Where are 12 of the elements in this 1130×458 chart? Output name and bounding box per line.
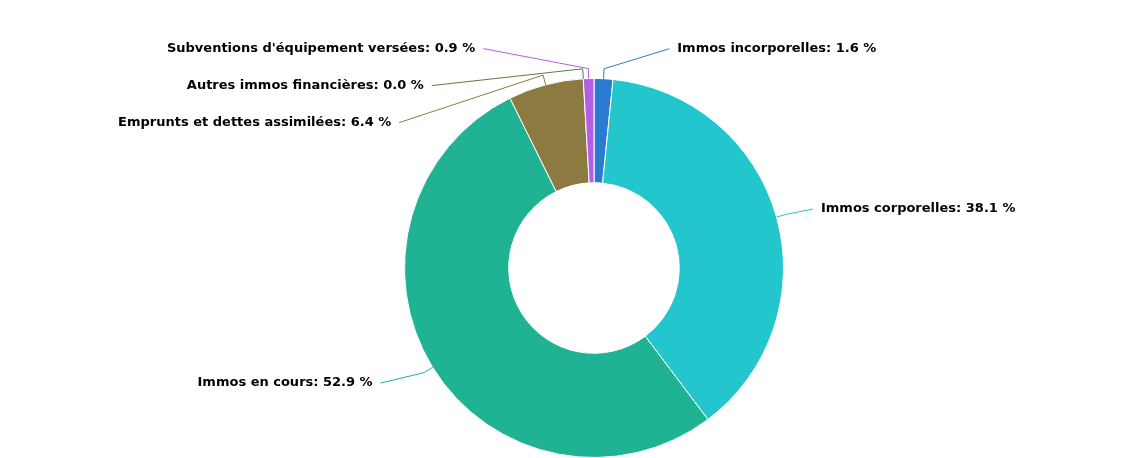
slice-label: Subventions d'équipement versées — [166, 39, 426, 55]
text: : 0.0 % — [373, 76, 424, 92]
slice-label: Immos corporelles — [820, 200, 957, 216]
category-label: Autres immos financières — [186, 76, 374, 92]
slice-label: Emprunts et dettes assimilées — [118, 113, 342, 129]
data-label: : 38.1 % — [956, 200, 1016, 216]
data-label: : 1.6 % — [826, 40, 877, 56]
data-label: : 6.4 % — [340, 113, 392, 129]
data-label: : 0.9 % — [424, 39, 476, 55]
slice-label: Immos en cours — [197, 374, 314, 390]
slice-label: Immos incorporelles — [677, 40, 827, 56]
data-label: : 52.9 % — [313, 374, 373, 390]
